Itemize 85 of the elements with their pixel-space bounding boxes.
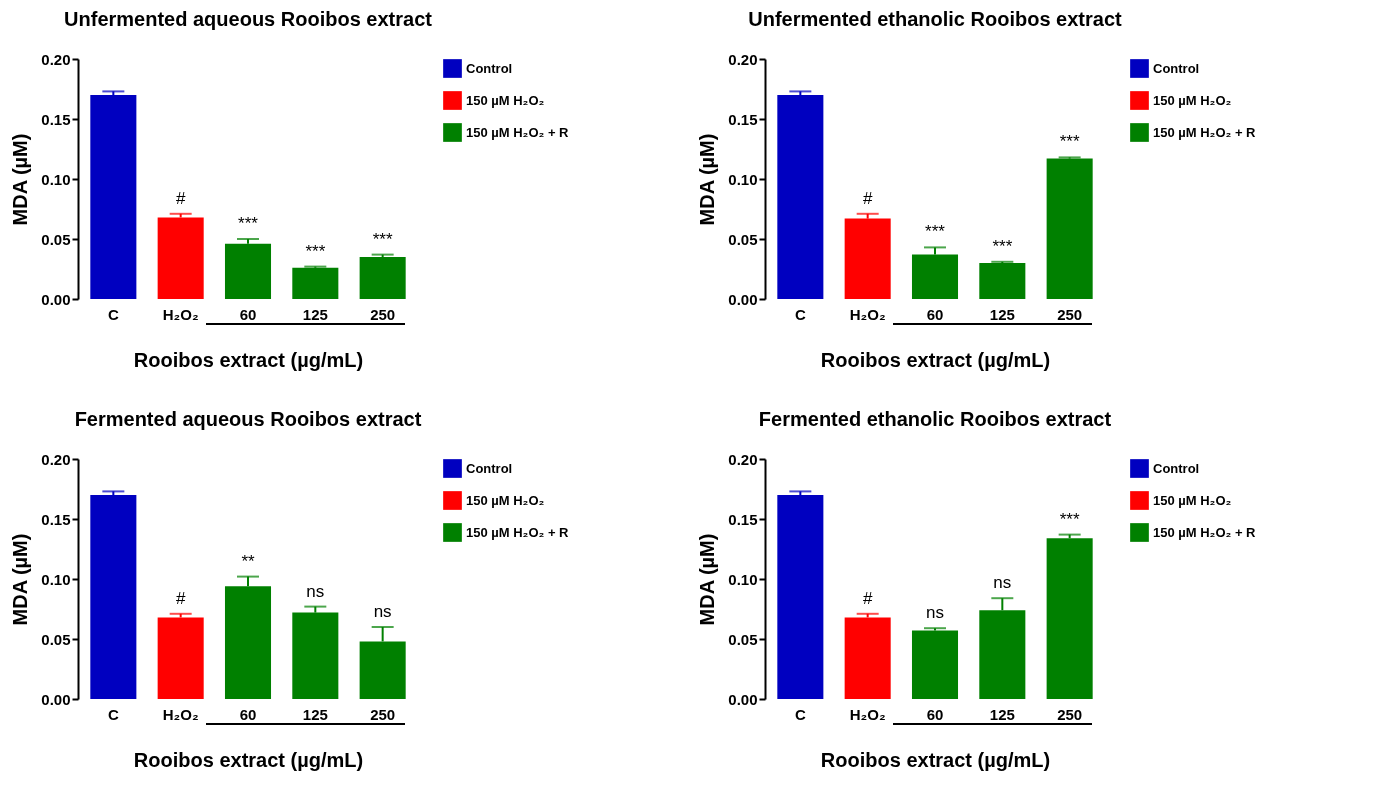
y-tick-label: 0.20 xyxy=(41,450,71,468)
bar xyxy=(1046,158,1093,299)
bar xyxy=(292,612,339,699)
x-tick-label: H₂O₂ xyxy=(849,305,886,323)
x-tick-label: 250 xyxy=(370,705,396,723)
legend-label: Control xyxy=(1153,60,1200,76)
x-tick-label: C xyxy=(107,705,119,723)
y-tick-label: 0.05 xyxy=(41,630,71,648)
x-axis-title: Rooibos extract (µg/mL) xyxy=(133,748,364,771)
chart-title: Unfermented ethanolic Rooibos extract xyxy=(748,8,1123,30)
annotation: *** xyxy=(372,229,393,249)
y-tick-label: 0.20 xyxy=(728,50,758,68)
x-axis-title: Rooibos extract (µg/mL) xyxy=(820,348,1051,371)
x-tick-label: 60 xyxy=(239,705,257,723)
legend-label: Control xyxy=(466,60,513,76)
legend-label: Control xyxy=(466,460,513,476)
y-tick-label: 0.05 xyxy=(728,630,758,648)
x-tick-label: H₂O₂ xyxy=(162,705,199,723)
legend-label: 150 µM H₂O₂ xyxy=(466,92,545,108)
x-tick-label: H₂O₂ xyxy=(162,305,199,323)
legend-label: 150 µM H₂O₂ + R xyxy=(466,124,570,140)
legend-label: Control xyxy=(1153,460,1200,476)
x-tick-label: 60 xyxy=(239,305,257,323)
y-tick-label: 0.20 xyxy=(728,450,758,468)
bar xyxy=(224,243,272,299)
y-tick-label: 0.00 xyxy=(728,290,758,308)
x-tick-label: C xyxy=(794,305,806,323)
x-tick-label: C xyxy=(794,705,806,723)
annotation: ns xyxy=(993,573,1012,593)
y-tick-label: 0.15 xyxy=(41,110,71,128)
x-tick-label: 125 xyxy=(989,705,1015,723)
x-tick-label: H₂O₂ xyxy=(849,705,886,723)
legend-label: 150 µM H₂O₂ xyxy=(1153,92,1232,108)
annotation: *** xyxy=(992,236,1013,256)
y-tick-label: 0.20 xyxy=(41,50,71,68)
y-tick-label: 0.05 xyxy=(728,230,758,248)
annotation: *** xyxy=(238,214,259,233)
y-tick-label: 0.10 xyxy=(41,170,71,188)
legend-label: 150 µM H₂O₂ + R xyxy=(1153,524,1257,540)
annotation: ** xyxy=(241,551,255,571)
annotation: *** xyxy=(305,241,326,261)
legend-label: 150 µM H₂O₂ + R xyxy=(466,524,570,540)
y-tick-label: 0.05 xyxy=(41,230,71,248)
y-tick-label: 0.15 xyxy=(728,510,758,528)
x-tick-label: 250 xyxy=(1057,705,1083,723)
chart-title: Fermented aqueous Rooibos extract xyxy=(74,408,422,430)
annotation: ns xyxy=(373,602,392,621)
chart-title: Unfermented aqueous Rooibos extract xyxy=(64,8,433,30)
x-tick-label: 125 xyxy=(302,705,328,723)
x-tick-label: 60 xyxy=(926,305,944,323)
y-tick-label: 0.00 xyxy=(41,690,71,708)
annotation: # xyxy=(175,588,186,608)
annotation: *** xyxy=(925,222,946,242)
x-tick-label: 250 xyxy=(370,305,396,323)
legend-label: 150 µM H₂O₂ xyxy=(466,492,545,508)
y-axis-title: MDA (µM) xyxy=(696,133,719,226)
legend-label: 150 µM H₂O₂ + R xyxy=(1153,124,1257,140)
annotation: # xyxy=(862,188,873,208)
x-tick-label: 250 xyxy=(1057,305,1083,323)
x-tick-label: C xyxy=(107,305,119,323)
y-axis-title: MDA (µM) xyxy=(9,533,32,626)
y-tick-label: 0.15 xyxy=(41,510,71,528)
annotation: *** xyxy=(1059,509,1080,529)
x-axis-title: Rooibos extract (µg/mL) xyxy=(820,748,1051,771)
y-tick-label: 0.00 xyxy=(728,690,758,708)
y-tick-label: 0.15 xyxy=(728,110,758,128)
annotation: ns xyxy=(926,603,944,623)
annotation: # xyxy=(862,588,873,608)
y-tick-label: 0.00 xyxy=(41,290,71,308)
x-tick-label: 125 xyxy=(302,305,328,323)
x-axis-title: Rooibos extract (µg/mL) xyxy=(133,348,364,371)
y-tick-label: 0.10 xyxy=(728,570,758,588)
bar xyxy=(292,267,339,299)
annotation: ns xyxy=(306,581,325,601)
annotation: *** xyxy=(1059,132,1080,152)
x-tick-label: 125 xyxy=(989,305,1015,323)
y-tick-label: 0.10 xyxy=(728,170,758,188)
y-tick-label: 0.10 xyxy=(41,570,71,588)
x-tick-label: 60 xyxy=(926,705,944,723)
annotation: # xyxy=(175,188,186,208)
y-axis-title: MDA (µM) xyxy=(696,533,719,626)
chart-title: Fermented ethanolic Rooibos extract xyxy=(758,408,1112,430)
y-axis-title: MDA (µM) xyxy=(9,133,32,226)
bar xyxy=(844,218,891,299)
legend-label: 150 µM H₂O₂ xyxy=(1153,492,1232,508)
